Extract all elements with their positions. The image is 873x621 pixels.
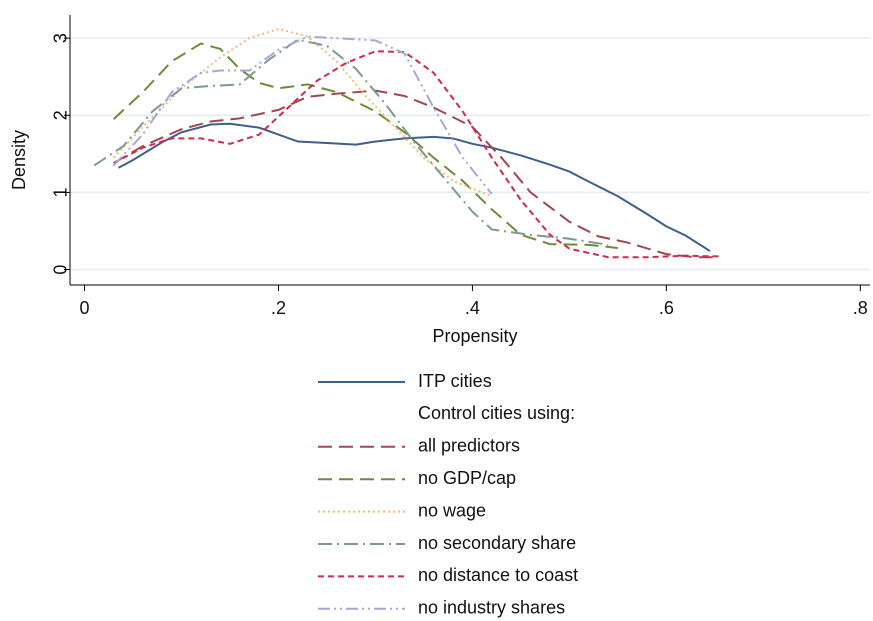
series-line (112, 42, 618, 249)
legend-label: no industry shares (418, 598, 565, 618)
x-tick-label: .4 (465, 298, 480, 318)
y-tick-label: 1 (51, 187, 71, 197)
legend-label: no GDP/cap (418, 468, 516, 488)
y-tick-label: 0 (51, 265, 71, 275)
y-tick-label: 3 (51, 33, 71, 43)
legend-subtitle: Control cities using: (418, 403, 575, 423)
legend-label: no wage (418, 500, 486, 520)
legend-label: no secondary share (418, 533, 576, 553)
x-axis-label: Propensity (432, 326, 517, 346)
legend-label: no distance to coast (418, 565, 578, 585)
series-line (112, 35, 493, 195)
x-tick-label: .8 (853, 298, 868, 318)
x-tick-label: .2 (271, 298, 286, 318)
x-tick-label: 0 (80, 298, 90, 318)
series-line (113, 89, 720, 259)
series-line (113, 50, 720, 259)
series-line (93, 38, 609, 246)
x-tick-label: .6 (659, 298, 674, 318)
legend-label: ITP cities (418, 371, 492, 391)
y-tick-label: 2 (51, 110, 71, 120)
legend-label: all predictors (418, 436, 520, 456)
series-line (118, 122, 711, 252)
y-axis-label: Density (9, 130, 29, 190)
series-line (112, 27, 493, 198)
